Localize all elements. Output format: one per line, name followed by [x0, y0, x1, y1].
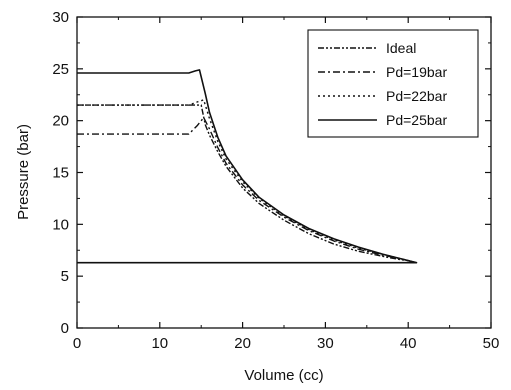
- x-axis-title: Volume (cc): [244, 367, 323, 384]
- plot-area: 0 10 20 30 40 50 0 5 10 15 20 25 30: [52, 9, 499, 352]
- y-tick-label: 10: [52, 216, 69, 233]
- y-axis-title: Pressure (bar): [15, 124, 32, 220]
- x-tick-label: 10: [151, 335, 168, 352]
- legend-items: Ideal Pd=19bar Pd=22bar Pd=25bar: [318, 40, 447, 128]
- y-tick-label: 15: [52, 165, 69, 182]
- y-tick-label: 20: [52, 113, 69, 130]
- x-tick-label: 0: [73, 335, 81, 352]
- legend-label-0: Ideal: [386, 40, 416, 56]
- x-tick-label: 30: [317, 335, 334, 352]
- x-tick-label: 50: [483, 335, 500, 352]
- y-tick-label: 0: [61, 320, 69, 337]
- x-tick-label: 40: [400, 335, 417, 352]
- series-line-1: [77, 116, 417, 264]
- series-line-0: [77, 104, 418, 264]
- legend-label-3: Pd=25bar: [386, 112, 447, 128]
- y-tick-label: 25: [52, 61, 69, 78]
- legend-label-1: Pd=19bar: [386, 64, 447, 80]
- y-tick-label: 5: [61, 268, 69, 285]
- legend-label-2: Pd=22bar: [386, 88, 447, 104]
- legend: Ideal Pd=19bar Pd=22bar Pd=25bar: [307, 29, 479, 138]
- x-tick-label: 20: [234, 335, 251, 352]
- y-tick-label: 30: [52, 9, 69, 26]
- series-line-3: [77, 69, 418, 264]
- ticks-layer: 0 10 20 30 40 50 0 5 10 15 20 25 30: [52, 9, 499, 352]
- series-layer: [77, 69, 418, 264]
